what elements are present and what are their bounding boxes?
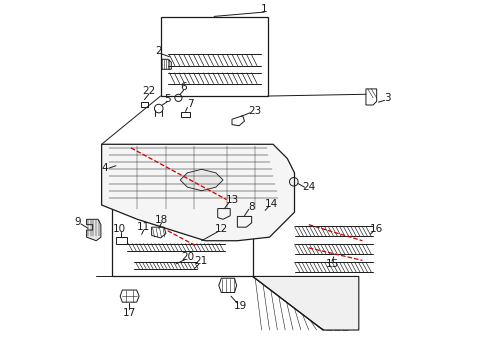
Text: 13: 13: [225, 195, 238, 205]
Text: 20: 20: [181, 252, 194, 262]
Text: 2: 2: [155, 46, 162, 57]
Polygon shape: [86, 219, 101, 241]
Text: 10: 10: [113, 224, 126, 234]
Text: 12: 12: [214, 224, 227, 234]
Text: 21: 21: [194, 256, 207, 266]
Text: 15: 15: [325, 259, 338, 269]
Text: 1: 1: [260, 4, 267, 14]
Polygon shape: [180, 169, 223, 191]
Text: 5: 5: [164, 94, 171, 104]
Polygon shape: [102, 144, 294, 241]
Bar: [181, 112, 190, 117]
Polygon shape: [252, 276, 358, 330]
Text: 3: 3: [383, 93, 390, 103]
Text: 14: 14: [264, 199, 277, 209]
Text: 24: 24: [302, 182, 315, 192]
Text: 16: 16: [369, 224, 383, 234]
Text: 11: 11: [137, 222, 150, 232]
Text: 23: 23: [248, 107, 261, 116]
Text: 8: 8: [248, 202, 254, 212]
Text: 22: 22: [142, 86, 155, 96]
Text: 19: 19: [234, 301, 247, 311]
Text: 6: 6: [180, 82, 187, 92]
Text: 18: 18: [155, 215, 168, 225]
Text: 7: 7: [186, 99, 193, 109]
Text: 9: 9: [74, 217, 81, 227]
Bar: [160, 18, 267, 96]
Bar: [111, 196, 252, 276]
Text: 4: 4: [101, 163, 107, 173]
Text: 17: 17: [122, 308, 136, 318]
